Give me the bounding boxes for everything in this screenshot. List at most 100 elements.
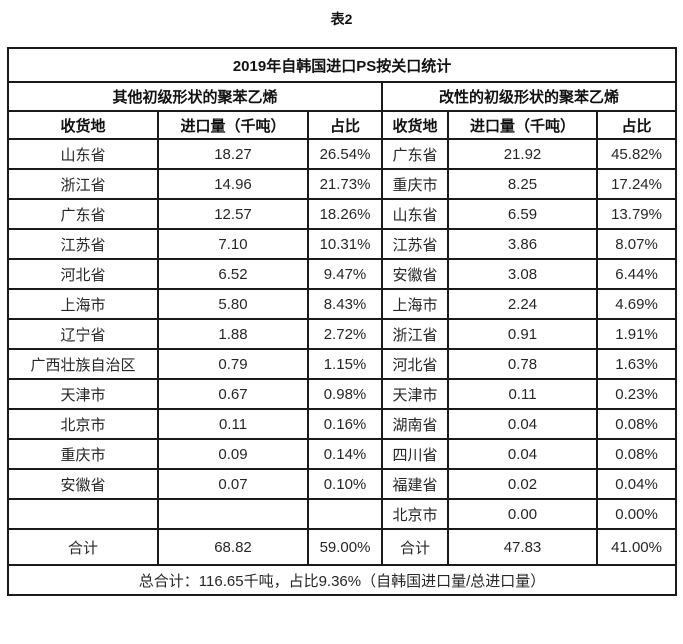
cell-left-destination: 重庆市 bbox=[7, 438, 159, 470]
cell-right-volume: 0.11 bbox=[447, 378, 598, 410]
cell-left-volume: 0.07 bbox=[157, 468, 309, 500]
table-row: 浙江省 14.96 21.73% 重庆市 8.25 17.24% bbox=[7, 168, 678, 200]
cell-right-destination: 重庆市 bbox=[381, 168, 449, 200]
cell-left-share bbox=[307, 498, 383, 530]
col-header-left-volume: 进口量（千吨） bbox=[157, 110, 309, 140]
group-header-row: 其他初级形状的聚苯乙烯 改性的初级形状的聚苯乙烯 bbox=[7, 81, 678, 112]
table-row: 北京市 0.11 0.16% 湖南省 0.04 0.08% bbox=[7, 408, 678, 440]
col-header-left-destination: 收货地 bbox=[7, 110, 159, 140]
cell-left-volume: 0.11 bbox=[157, 408, 309, 440]
table-row: 重庆市 0.09 0.14% 四川省 0.04 0.08% bbox=[7, 438, 678, 470]
cell-left-destination: 江苏省 bbox=[7, 228, 159, 260]
cell-left-share: 0.14% bbox=[307, 438, 383, 470]
cell-left-destination: 北京市 bbox=[7, 408, 159, 440]
table-row: 江苏省 7.10 10.31% 江苏省 3.86 8.07% bbox=[7, 228, 678, 260]
col-header-left-share: 占比 bbox=[307, 110, 383, 140]
cell-right-volume: 0.04 bbox=[447, 438, 598, 470]
total-right-label: 合计 bbox=[381, 528, 449, 566]
cell-right-share: 1.91% bbox=[595, 318, 678, 350]
cell-left-destination: 广西壮族自治区 bbox=[7, 348, 159, 380]
table-row: 山东省 18.27 26.54% 广东省 21.92 45.82% bbox=[7, 138, 678, 170]
cell-left-destination: 上海市 bbox=[7, 288, 159, 320]
cell-left-destination: 山东省 bbox=[7, 138, 159, 170]
total-left-share: 59.00% bbox=[307, 528, 383, 566]
cell-left-destination: 广东省 bbox=[7, 198, 159, 230]
cell-right-destination: 河北省 bbox=[381, 348, 449, 380]
cell-left-destination: 河北省 bbox=[7, 258, 159, 290]
table-row: 天津市 0.67 0.98% 天津市 0.11 0.23% bbox=[7, 378, 678, 410]
cell-left-volume: 12.57 bbox=[157, 198, 309, 230]
cell-right-volume: 8.25 bbox=[447, 168, 598, 200]
cell-left-share: 10.31% bbox=[307, 228, 383, 260]
cell-left-share: 0.10% bbox=[307, 468, 383, 500]
total-right-share: 41.00% bbox=[595, 528, 678, 566]
group-header-right: 改性的初级形状的聚苯乙烯 bbox=[380, 81, 678, 112]
cell-left-destination: 安徽省 bbox=[7, 468, 159, 500]
col-header-right-volume: 进口量（千吨） bbox=[447, 110, 598, 140]
cell-left-volume: 0.67 bbox=[157, 378, 309, 410]
cell-left-share: 26.54% bbox=[307, 138, 383, 170]
cell-right-share: 0.08% bbox=[595, 408, 678, 440]
cell-left-share: 18.26% bbox=[307, 198, 383, 230]
cell-right-destination: 山东省 bbox=[381, 198, 449, 230]
cell-left-share: 2.72% bbox=[307, 318, 383, 350]
cell-left-volume bbox=[157, 498, 309, 530]
cell-left-share: 21.73% bbox=[307, 168, 383, 200]
cell-left-volume: 1.88 bbox=[157, 318, 309, 350]
cell-right-volume: 0.04 bbox=[447, 408, 598, 440]
grand-total-text: 总合计：116.65千吨，占比9.36%（自韩国进口量/总进口量） bbox=[6, 564, 678, 596]
grand-total-row: 总合计：116.65千吨，占比9.36%（自韩国进口量/总进口量） bbox=[6, 564, 678, 596]
cell-right-destination: 天津市 bbox=[381, 378, 449, 410]
ps-import-statistics-table: 2019年自韩国进口PS按关口统计 其他初级形状的聚苯乙烯 改性的初级形状的聚苯… bbox=[6, 47, 678, 596]
table-title-row: 2019年自韩国进口PS按关口统计 bbox=[6, 47, 678, 83]
cell-right-share: 1.63% bbox=[595, 348, 678, 380]
cell-left-share: 0.98% bbox=[307, 378, 383, 410]
cell-left-volume: 18.27 bbox=[157, 138, 309, 170]
cell-right-destination: 江苏省 bbox=[381, 228, 449, 260]
table-row: 广东省 12.57 18.26% 山东省 6.59 13.79% bbox=[7, 198, 678, 230]
cell-right-destination: 广东省 bbox=[381, 138, 449, 170]
cell-right-volume: 0.78 bbox=[447, 348, 598, 380]
total-left-label: 合计 bbox=[7, 528, 159, 566]
cell-right-destination: 四川省 bbox=[381, 438, 449, 470]
cell-right-share: 8.07% bbox=[595, 228, 678, 260]
cell-right-volume: 0.91 bbox=[447, 318, 598, 350]
total-row: 合计 68.82 59.00% 合计 47.83 41.00% bbox=[7, 528, 678, 566]
cell-left-volume: 14.96 bbox=[157, 168, 309, 200]
col-header-right-share: 占比 bbox=[595, 110, 678, 140]
cell-right-destination: 福建省 bbox=[381, 468, 449, 500]
cell-right-share: 13.79% bbox=[595, 198, 678, 230]
table-row: 广西壮族自治区 0.79 1.15% 河北省 0.78 1.63% bbox=[7, 348, 678, 380]
cell-right-share: 17.24% bbox=[595, 168, 678, 200]
cell-left-volume: 6.52 bbox=[157, 258, 309, 290]
cell-left-destination: 辽宁省 bbox=[7, 318, 159, 350]
cell-left-share: 0.16% bbox=[307, 408, 383, 440]
cell-left-share: 9.47% bbox=[307, 258, 383, 290]
cell-right-destination: 湖南省 bbox=[381, 408, 449, 440]
cell-left-destination: 天津市 bbox=[7, 378, 159, 410]
cell-left-volume: 0.79 bbox=[157, 348, 309, 380]
cell-right-volume: 6.59 bbox=[447, 198, 598, 230]
cell-right-share: 0.08% bbox=[595, 438, 678, 470]
table-row: 上海市 5.80 8.43% 上海市 2.24 4.69% bbox=[7, 288, 678, 320]
cell-right-destination: 北京市 bbox=[381, 498, 449, 530]
table-row: 河北省 6.52 9.47% 安徽省 3.08 6.44% bbox=[7, 258, 678, 290]
cell-right-share: 6.44% bbox=[595, 258, 678, 290]
figure-label: 表2 bbox=[330, 11, 353, 27]
cell-right-volume: 0.02 bbox=[447, 468, 598, 500]
cell-left-share: 8.43% bbox=[307, 288, 383, 320]
cell-right-share: 45.82% bbox=[595, 138, 678, 170]
table-row: 安徽省 0.07 0.10% 福建省 0.02 0.04% bbox=[7, 468, 678, 500]
cell-left-destination: 浙江省 bbox=[7, 168, 159, 200]
col-header-right-destination: 收货地 bbox=[381, 110, 449, 140]
cell-left-volume: 7.10 bbox=[157, 228, 309, 260]
table-row: 辽宁省 1.88 2.72% 浙江省 0.91 1.91% bbox=[7, 318, 678, 350]
cell-right-volume: 0.00 bbox=[447, 498, 598, 530]
cell-right-share: 4.69% bbox=[595, 288, 678, 320]
cell-right-share: 0.00% bbox=[595, 498, 678, 530]
cell-right-share: 0.23% bbox=[595, 378, 678, 410]
cell-right-volume: 3.08 bbox=[447, 258, 598, 290]
cell-right-share: 0.04% bbox=[595, 468, 678, 500]
table-row: 北京市 0.00 0.00% bbox=[7, 498, 678, 530]
